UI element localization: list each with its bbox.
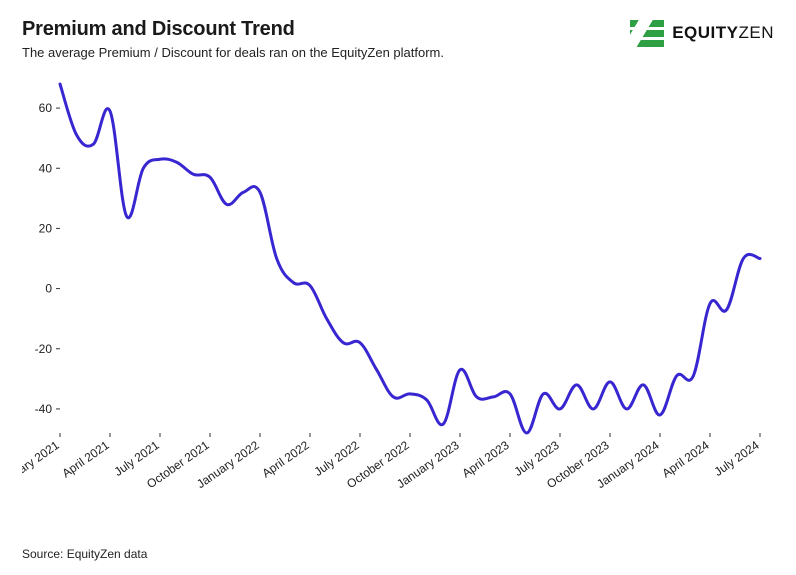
logo-mark-icon bbox=[630, 18, 664, 48]
y-axis-tick-label: 60 bbox=[39, 101, 53, 115]
title-block: Premium and Discount Trend The average P… bbox=[22, 18, 444, 60]
y-axis-tick-label: 40 bbox=[39, 161, 53, 175]
equityzen-logo: EQUITYZEN bbox=[630, 18, 774, 48]
chart-container: Premium and Discount Trend The average P… bbox=[0, 0, 796, 575]
y-axis-tick-label: -40 bbox=[35, 402, 53, 416]
logo-text-light: ZEN bbox=[739, 23, 775, 42]
source-attribution: Source: EquityZen data bbox=[22, 547, 147, 561]
chart-subtitle: The average Premium / Discount for deals… bbox=[22, 45, 444, 60]
line-chart: -40 -20 0 20 40 60 January 2021April 2021 July … bbox=[22, 68, 774, 528]
logo-text: EQUITYZEN bbox=[672, 23, 774, 43]
x-axis-tick-label: April 2024 bbox=[659, 438, 712, 481]
x-axis-tick-label: April 2021 bbox=[59, 438, 112, 481]
y-axis-tick-label: 20 bbox=[39, 221, 53, 235]
y-axis-tick-label: -20 bbox=[35, 342, 53, 356]
y-axis-tick-label: 0 bbox=[45, 282, 52, 296]
x-axis-tick-label: April 2023 bbox=[459, 438, 512, 481]
logo-text-bold: EQUITY bbox=[672, 23, 738, 42]
chart-title: Premium and Discount Trend bbox=[22, 18, 444, 41]
trend-line bbox=[60, 84, 760, 433]
chart-plot-area: -40 -20 0 20 40 60 January 2021April 2021 July … bbox=[22, 68, 774, 528]
x-axis-tick-label: January 2021 bbox=[22, 438, 62, 491]
x-axis-tick-label: July 2024 bbox=[712, 438, 762, 479]
header: Premium and Discount Trend The average P… bbox=[22, 18, 774, 60]
x-axis-tick-label: April 2022 bbox=[259, 438, 312, 481]
